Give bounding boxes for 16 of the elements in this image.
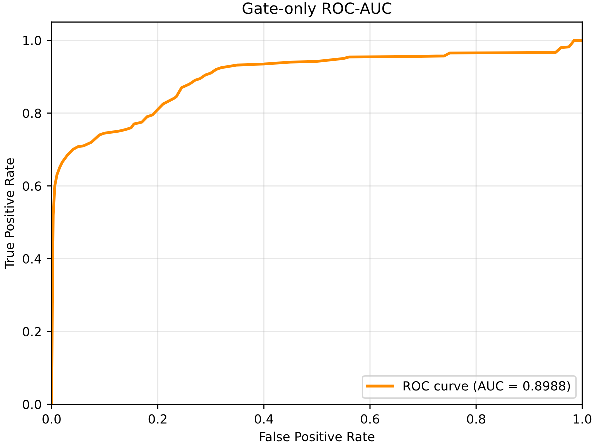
y-tick-label: 0.4 — [23, 254, 42, 264]
y-tick-label: 0.0 — [23, 400, 42, 410]
x-tick-label: 0.8 — [467, 414, 486, 424]
x-axis-title: False Positive Rate — [260, 432, 375, 442]
x-tick-label: 0.2 — [148, 414, 167, 424]
x-tick-label: 0.6 — [361, 414, 380, 424]
chart-title: Gate-only ROC-AUC — [242, 2, 392, 18]
legend-label: ROC curve (AUC = 0.8988) — [404, 381, 570, 392]
y-tick-label: 1.0 — [24, 36, 42, 46]
x-tick-label: 0.4 — [255, 414, 274, 424]
x-tick-label: 1.0 — [574, 414, 592, 424]
y-axis-title: True Positive Rate — [4, 158, 14, 270]
y-tick-label: 0.2 — [23, 327, 41, 337]
x-tick-label: 0.0 — [42, 414, 61, 424]
y-tick-label: 0.8 — [23, 108, 42, 118]
y-tick-label: 0.6 — [23, 182, 42, 192]
